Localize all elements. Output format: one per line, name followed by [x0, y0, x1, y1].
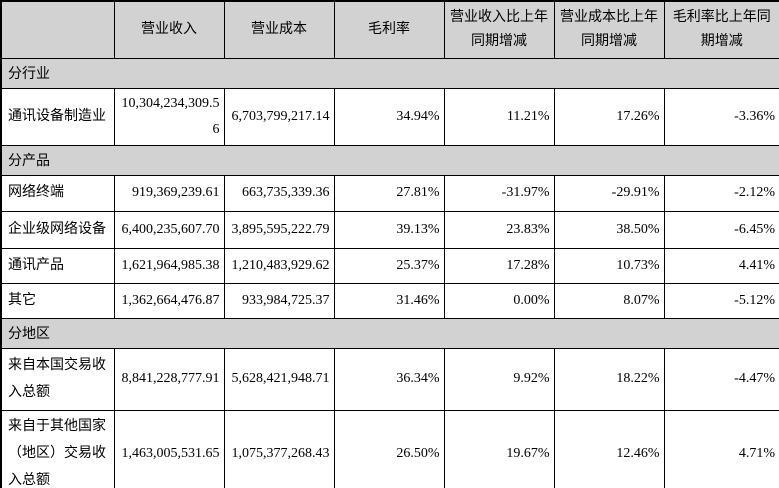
cost-yoy-cell: 10.73%	[553, 247, 665, 284]
margin-cell: 39.13%	[333, 210, 445, 249]
table-row: 来自本国交易收入总额 8,841,228,777.91 5,628,421,94…	[0, 347, 779, 411]
revenue-cell: 919,369,239.61	[113, 174, 225, 212]
column-header-margin: 毛利率	[333, 0, 445, 59]
section-header: 分产品	[0, 144, 779, 176]
table-row: 通讯产品 1,621,964,985.38 1,210,483,929.62 2…	[0, 247, 779, 284]
revenue-yoy-cell: 23.83%	[443, 210, 555, 249]
cost-cell: 1,210,483,929.62	[223, 247, 335, 284]
margin-yoy-cell: 4.41%	[663, 247, 779, 284]
revenue-cell: 1,621,964,985.38	[113, 247, 225, 284]
revenue-yoy-cell: 19.67%	[443, 409, 555, 488]
section-row-product: 分产品	[0, 144, 779, 176]
revenue-yoy-cell: 17.28%	[443, 247, 555, 284]
row-label: 来自于其他国家（地区）交易收入总额	[0, 409, 115, 488]
revenue-yoy-cell: 9.92%	[443, 347, 555, 411]
revenue-cell: 1,463,005,531.65	[113, 409, 225, 488]
margin-cell: 34.94%	[333, 87, 445, 146]
revenue-yoy-cell: 11.21%	[443, 87, 555, 146]
table-row: 企业级网络设备 6,400,235,607.70 3,895,595,222.7…	[0, 210, 779, 249]
cost-yoy-cell: 38.50%	[553, 210, 665, 249]
cost-cell: 663,735,339.36	[223, 174, 335, 212]
cost-yoy-cell: 12.46%	[553, 409, 665, 488]
revenue-cell: 6,400,235,607.70	[113, 210, 225, 249]
margin-cell: 25.37%	[333, 247, 445, 284]
cost-cell: 5,628,421,948.71	[223, 347, 335, 411]
cost-yoy-cell: -29.91%	[553, 174, 665, 212]
table-row: 来自于其他国家（地区）交易收入总额 1,463,005,531.65 1,075…	[0, 409, 779, 488]
row-label: 通讯产品	[0, 247, 115, 284]
cost-cell: 933,984,725.37	[223, 282, 335, 319]
cost-yoy-cell: 17.26%	[553, 87, 665, 146]
column-header-revenue-yoy: 营业收入比上年同期增减	[443, 0, 555, 59]
table-row: 通讯设备制造业 10,304,234,309.56 6,703,799,217.…	[0, 87, 779, 146]
table-row: 网络终端 919,369,239.61 663,735,339.36 27.81…	[0, 174, 779, 212]
table-header-row: 营业收入 营业成本 毛利率 营业收入比上年同期增减 营业成本比上年同期增减 毛利…	[0, 0, 779, 59]
column-header-cost-yoy: 营业成本比上年同期增减	[553, 0, 665, 59]
margin-yoy-cell: -2.12%	[663, 174, 779, 212]
margin-yoy-cell: 4.71%	[663, 409, 779, 488]
row-label: 通讯设备制造业	[0, 87, 115, 146]
revenue-cell: 1,362,664,476.87	[113, 282, 225, 319]
cost-yoy-cell: 8.07%	[553, 282, 665, 319]
cost-cell: 3,895,595,222.79	[223, 210, 335, 249]
margin-cell: 27.81%	[333, 174, 445, 212]
table-row: 其它 1,362,664,476.87 933,984,725.37 31.46…	[0, 282, 779, 319]
margin-yoy-cell: -5.12%	[663, 282, 779, 319]
section-header: 分地区	[0, 317, 779, 349]
section-row-region: 分地区	[0, 317, 779, 349]
row-label: 网络终端	[0, 174, 115, 212]
cost-cell: 1,075,377,268.43	[223, 409, 335, 488]
cost-yoy-cell: 18.22%	[553, 347, 665, 411]
section-row-industry: 分行业	[0, 57, 779, 89]
margin-yoy-cell: -3.36%	[663, 87, 779, 146]
revenue-yoy-cell: -31.97%	[443, 174, 555, 212]
column-header-blank	[0, 0, 115, 59]
column-header-cost: 营业成本	[223, 0, 335, 59]
margin-cell: 31.46%	[333, 282, 445, 319]
section-header: 分行业	[0, 57, 779, 89]
revenue-cell: 10,304,234,309.56	[113, 87, 225, 146]
margin-cell: 26.50%	[333, 409, 445, 488]
column-header-revenue: 营业收入	[113, 0, 225, 59]
margin-cell: 36.34%	[333, 347, 445, 411]
revenue-cell: 8,841,228,777.91	[113, 347, 225, 411]
margin-yoy-cell: -6.45%	[663, 210, 779, 249]
margin-yoy-cell: -4.47%	[663, 347, 779, 411]
row-label: 其它	[0, 282, 115, 319]
column-header-margin-yoy: 毛利率比上年同期增减	[663, 0, 779, 59]
cost-cell: 6,703,799,217.14	[223, 87, 335, 146]
row-label: 企业级网络设备	[0, 210, 115, 249]
row-label: 来自本国交易收入总额	[0, 347, 115, 411]
revenue-yoy-cell: 0.00%	[443, 282, 555, 319]
